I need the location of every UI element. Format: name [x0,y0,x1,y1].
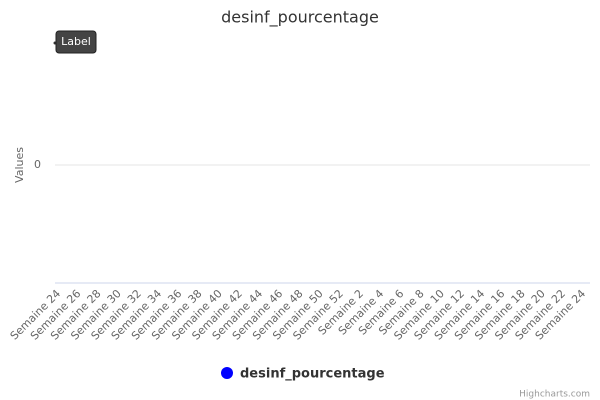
annotation-box [55,30,97,54]
legend-symbol [221,367,233,379]
legend-label: desinf_pourcentage [240,367,385,382]
chart-title: desinf_pourcentage [221,8,379,28]
y-tick-label: 0 [34,158,41,171]
y-axis-title: Values [13,147,26,183]
credits: Highcharts.com [519,390,590,400]
annotation-text: Label [61,35,91,48]
